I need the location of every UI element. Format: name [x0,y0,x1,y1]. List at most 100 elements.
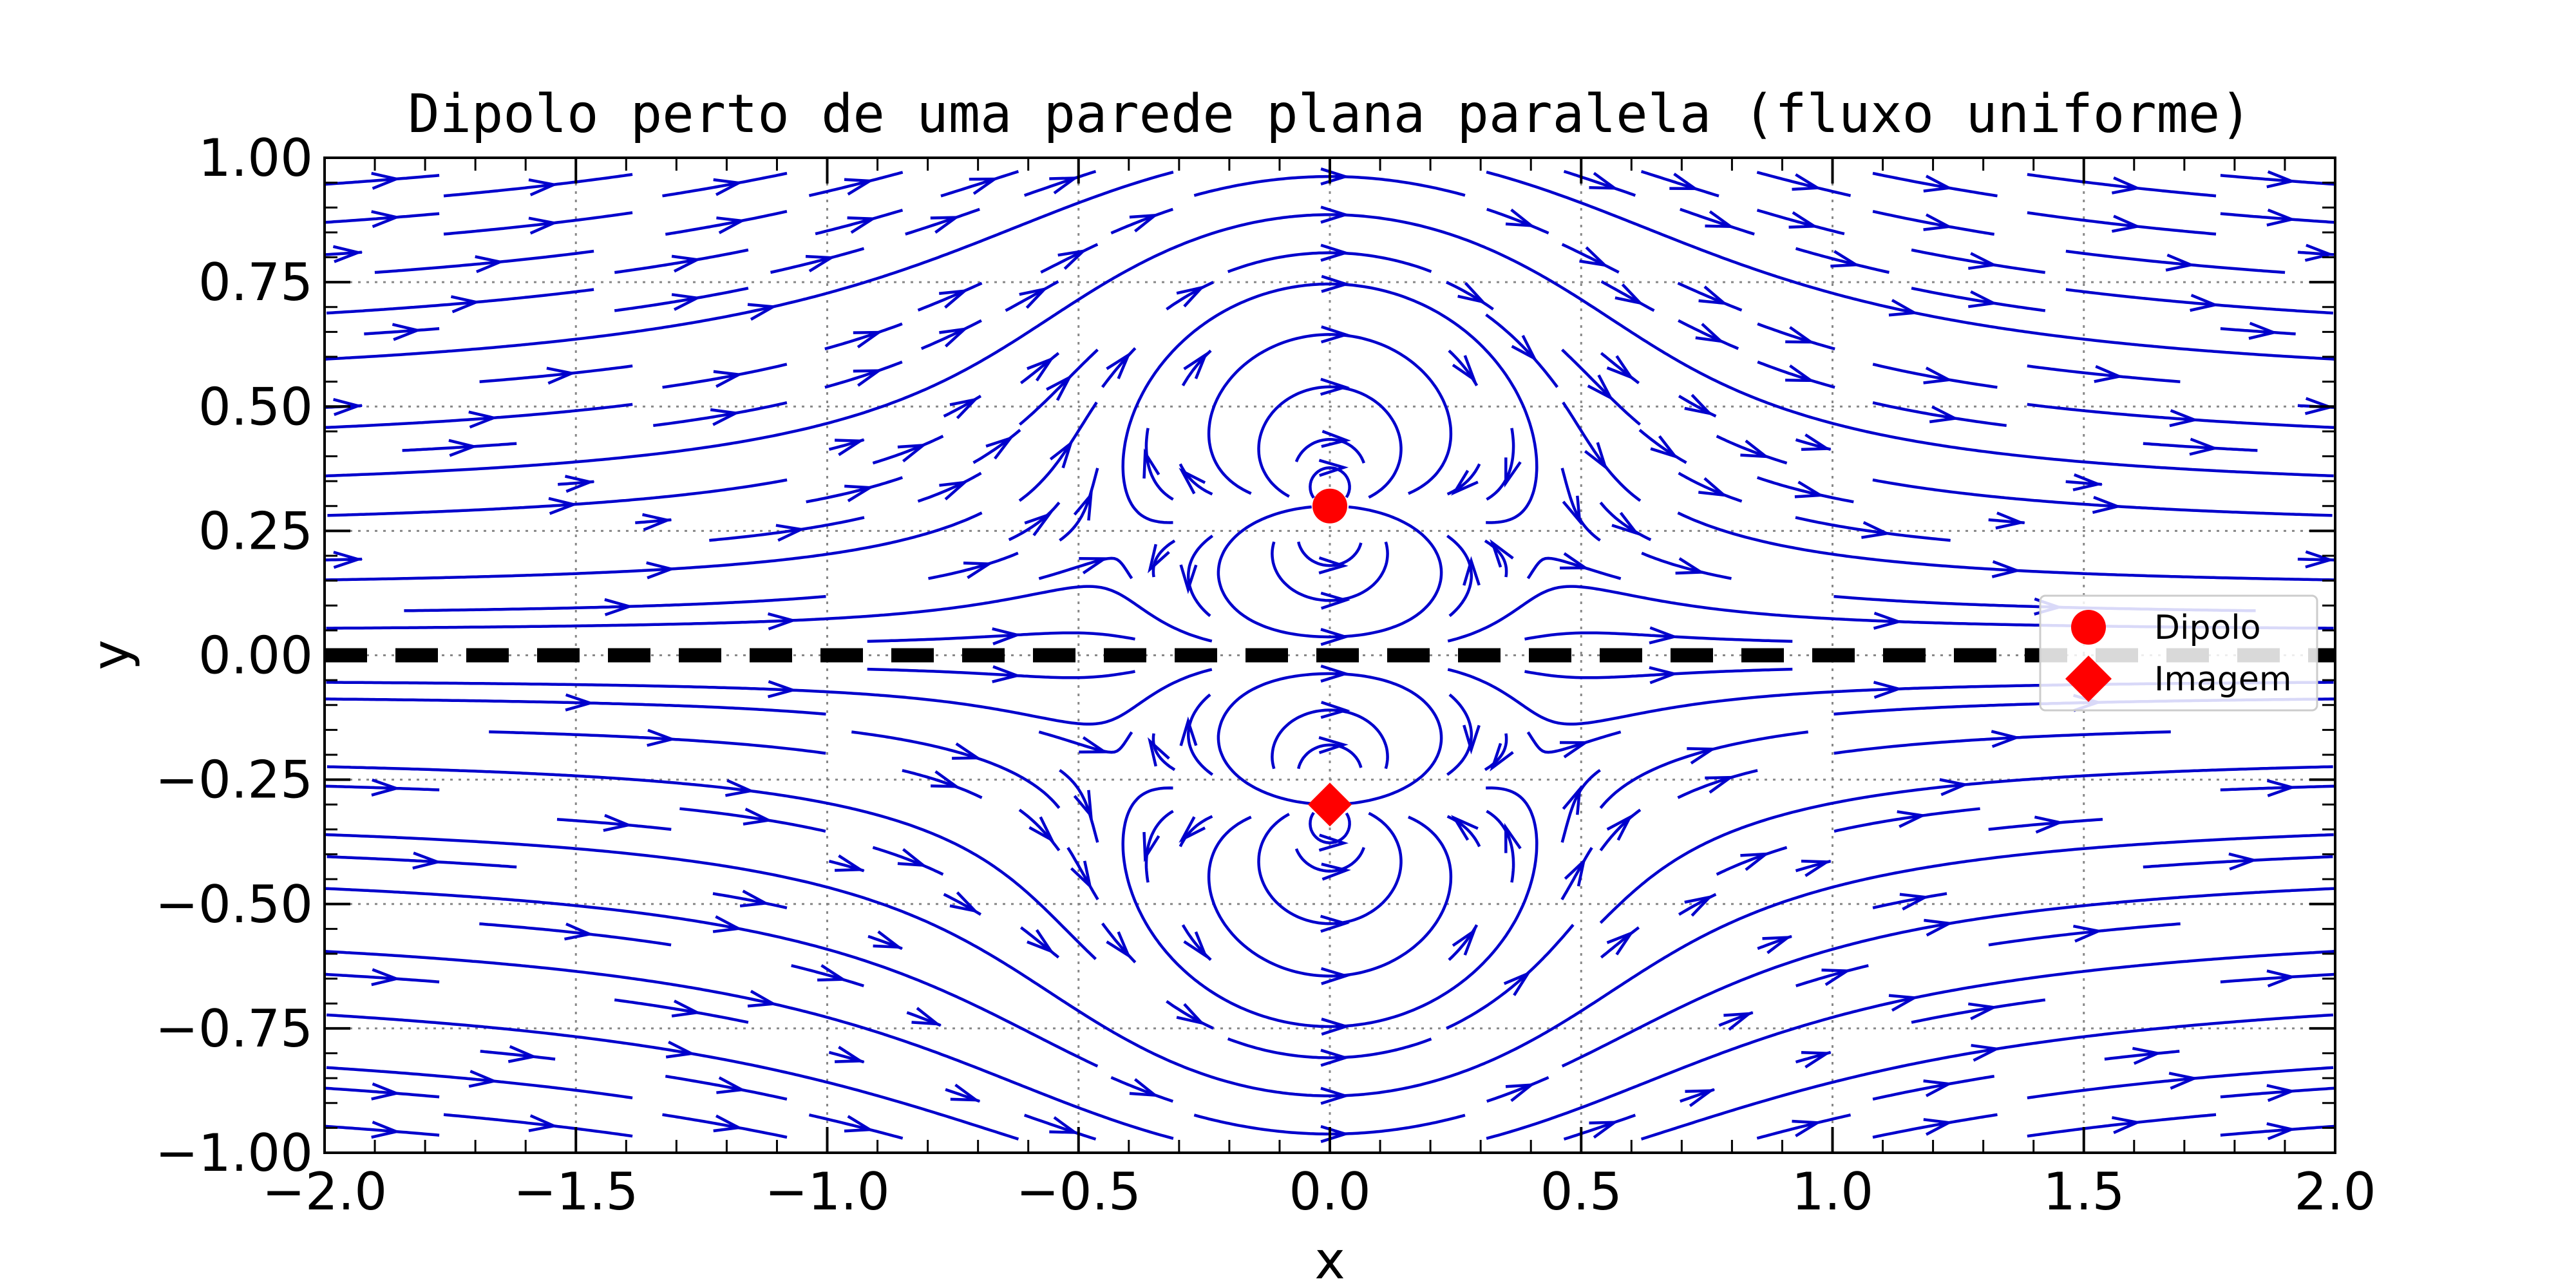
streamline-arrow [1794,480,1825,498]
streamline-arrow [1027,356,1055,382]
streamline-arrow [332,245,363,263]
streamline-arrow [1611,511,1640,536]
streamline-path [1271,541,1389,602]
streamline-path [1151,539,1176,578]
streamline-arrow [1562,784,1582,815]
streamline [1716,435,1788,465]
streamline-path [2065,249,2286,274]
streamline [1988,922,2181,947]
streamline-arrow [1995,511,2026,530]
streamline-path [443,1113,633,1138]
streamline-path [1872,210,1995,236]
streamline-path [326,1066,633,1100]
streamline-path [1757,322,1835,350]
streamline-path [665,1074,788,1101]
streamline [1023,1113,1097,1141]
x-tick-label: 0.5 [1540,1162,1622,1222]
legend-frame [2039,594,2318,712]
streamline [326,668,1213,726]
streamline-arrow [1511,334,1538,362]
streamline [1110,207,1174,235]
streamline [556,813,672,832]
streamline-path [1059,468,1099,542]
streamline-arrow [805,254,836,272]
streamline-arrow [1019,287,1049,309]
streamline-path [867,631,1135,643]
streamline-path [1294,847,1365,873]
streamline-arrow [1049,176,1080,194]
streamline-path [1227,251,1432,274]
y-tick-label: 0.25 [198,501,313,561]
streamline [791,964,864,988]
streamline [867,665,1135,683]
streamline-path [1023,1113,1097,1141]
streamline-arrow [1452,355,1477,383]
grid [325,158,2335,1153]
streamline [1166,999,1214,1030]
streamline-path [791,964,864,988]
streamline-arrow [817,964,848,982]
streamline-arrow [835,854,865,872]
streamline [815,209,904,236]
streamline [2027,1066,2334,1100]
streamline-path [815,209,904,236]
streamline-arrow [642,513,672,531]
streamline-arrow [450,295,481,314]
markers [1308,488,1352,827]
streamline-path [653,401,788,428]
streamline-arrow [1320,1086,1350,1105]
streamline-path [402,442,517,452]
streamline-arrow [371,1121,401,1139]
streamline-path [824,360,903,389]
legend-dipolo-marker [2071,610,2106,645]
streamline [1872,210,1995,236]
streamline-path [867,667,1135,679]
streamline-arrow [1320,591,1350,610]
streamline [2220,1122,2335,1141]
streamline-path [614,287,749,312]
streamline [1446,463,1481,496]
streamline [1988,815,2103,834]
streamline-path [1640,1013,2334,1141]
streamline-path [1678,471,1743,503]
streamline-path [1600,280,1655,312]
streamline [2220,779,2335,797]
streamline [1297,541,1363,574]
streamline [1560,769,1601,843]
streamline-path [1059,769,1099,843]
streamline [325,171,440,190]
streamline-arrow [853,330,884,348]
streamline-arrow [647,728,677,747]
streamline-path [2027,1113,2217,1138]
streamline [1988,511,2026,530]
streamline-path [2220,784,2335,791]
streamline-path [325,887,1099,1068]
streamline-path [327,478,788,517]
streamline-arrow [1463,724,1481,755]
streamline-arrow [2189,437,2219,456]
streamline-path [1485,313,1558,388]
streamline-path [1227,1037,1432,1059]
streamline [1059,468,1099,542]
streamline [1911,248,2045,274]
streamline-arrow [1559,552,1590,570]
streamline-path [1018,808,1061,851]
streamline [325,551,363,569]
streamline-arrow [1740,439,1771,459]
streamline-path [443,211,633,236]
streamline-arrow [371,210,401,229]
streamline-arrow [1649,666,1679,685]
chart-title: Dipolo perto de uma parede plana paralel… [408,84,2251,145]
streamline-arrow [1318,556,1349,574]
streamline-path [665,210,788,236]
streamline [325,693,826,716]
streamline-arrow [1606,355,1635,381]
streamline-arrow [392,323,422,341]
streamline [1147,539,1176,578]
streamline-path [2027,364,2181,383]
streamline-path [1911,998,2046,1024]
streamline-arrow [2165,253,2196,272]
streamline-path [1309,811,1351,844]
streamline-arrow [1320,701,1350,719]
streamline [1600,352,1640,384]
